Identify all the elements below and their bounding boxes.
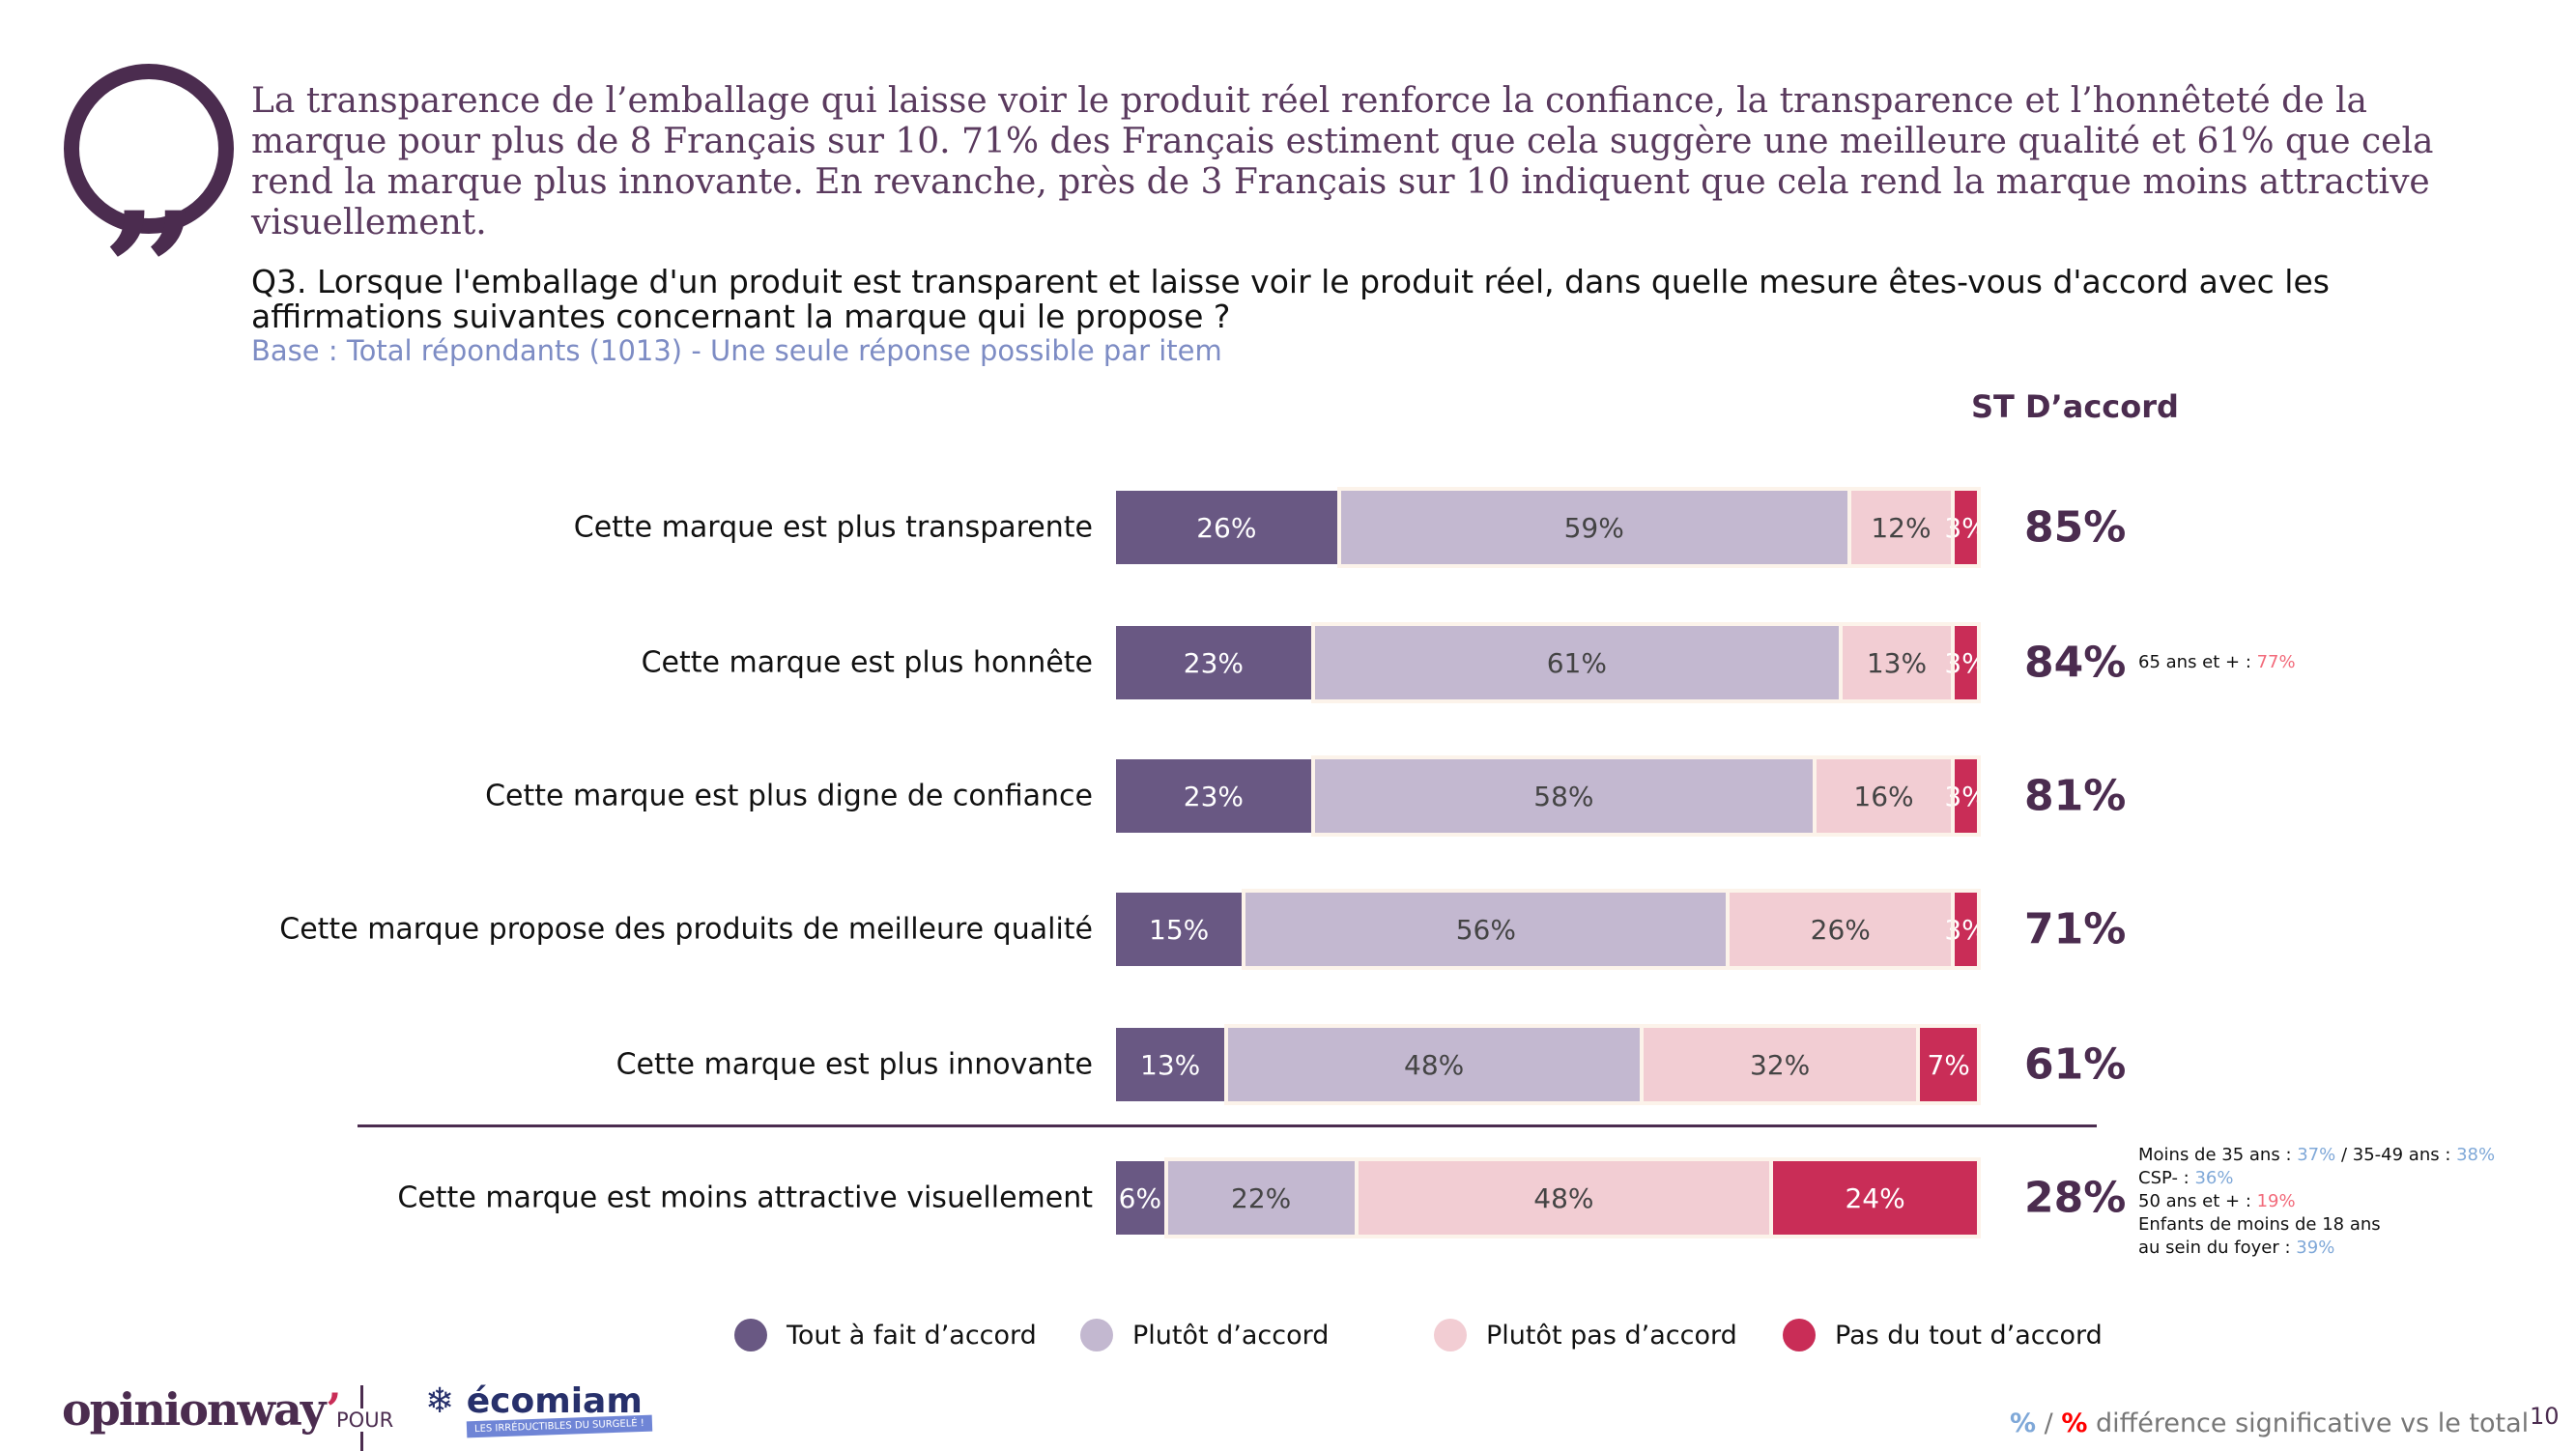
data-label: 12%: [1871, 511, 1932, 544]
data-label: 6%: [1118, 1181, 1162, 1214]
bar-segment-plutot-pas: 13%: [1838, 622, 1956, 703]
legend-item: Pas du tout d’accord: [1783, 1319, 2103, 1351]
bar-segment-plutot: 61%: [1310, 622, 1843, 703]
data-label: 15%: [1149, 913, 1210, 946]
bar-segment-plutot: 58%: [1310, 755, 1817, 837]
data-label: 13%: [1866, 646, 1928, 679]
row-label: Cette marque est plus transparente: [573, 510, 1093, 545]
bar-segment-plutot: 48%: [1224, 1024, 1644, 1105]
data-label: 61%: [1546, 646, 1607, 679]
data-label: 3%: [1944, 780, 1988, 812]
bar-segment-pas-du-tout: 3%: [1944, 755, 1988, 837]
ecomiam-logo: ❄ écomiam: [425, 1381, 643, 1421]
note-line: Moins de 35 ans : 37% / 35-49 ans : 38%: [2138, 1145, 2496, 1165]
data-label: 23%: [1183, 780, 1245, 812]
legend-dot: [734, 1319, 767, 1351]
legend-label: Tout à fait d’accord: [787, 1320, 1037, 1351]
bar-segment-tout-a-fait: 26%: [1116, 491, 1337, 564]
row-label: Cette marque est plus innovante: [615, 1047, 1093, 1082]
legend-label: Pas du tout d’accord: [1835, 1320, 2103, 1351]
row-label: Cette marque propose des produits de mei…: [279, 912, 1093, 947]
bar-segment-plutot-pas: 32%: [1639, 1024, 1921, 1105]
data-label: 48%: [1404, 1048, 1465, 1081]
data-label: 26%: [1196, 511, 1257, 544]
key-finding-text: La transparence de l’emballage qui laiss…: [251, 81, 2434, 242]
st-accord-value: 71%: [2024, 904, 2127, 954]
data-label: 59%: [1563, 511, 1624, 544]
row-label: Cette marque est plus honnête: [641, 645, 1093, 680]
bar-segment-plutot: 56%: [1242, 889, 1731, 970]
bar-segment-plutot-pas: 48%: [1354, 1157, 1774, 1238]
bar-segment-tout-a-fait: 15%: [1116, 893, 1243, 966]
bar-segment-pas-du-tout: 3%: [1944, 487, 1988, 568]
note-line: au sein du foyer : 39%: [2138, 1238, 2335, 1258]
legend-item: Plutôt pas d’accord: [1434, 1319, 1737, 1351]
bar-segment-pas-du-tout: 7%: [1916, 1024, 1981, 1105]
base-text: Base : Total répondants (1013) - Une seu…: [251, 334, 1222, 367]
separator-line: [358, 1124, 2097, 1127]
question-text: Q3. Lorsque l'emballage d'un produit est…: [251, 263, 2330, 335]
note-line: 50 ans et + : 19%: [2138, 1191, 2296, 1211]
bar-segment-tout-a-fait: 23%: [1116, 626, 1311, 699]
bar-segment-tout-a-fait: 23%: [1116, 759, 1311, 833]
data-label: 16%: [1853, 780, 1914, 812]
data-label: 48%: [1533, 1181, 1594, 1214]
data-label: 3%: [1944, 511, 1988, 544]
st-accord-value: 81%: [2024, 771, 2127, 821]
data-label: 3%: [1944, 646, 1988, 679]
data-label: 23%: [1183, 646, 1245, 679]
data-label: 7%: [1927, 1048, 1970, 1081]
data-label: 58%: [1533, 780, 1594, 812]
data-label: 22%: [1231, 1181, 1292, 1214]
data-label: 56%: [1455, 913, 1516, 946]
page-number: 10: [2530, 1403, 2560, 1430]
data-label: 24%: [1845, 1181, 1905, 1214]
note-line: 65 ans et + : 77%: [2138, 652, 2296, 672]
bar-segment-plutot-pas: 12%: [1846, 487, 1956, 568]
st-accord-header: ST D’accord: [1971, 388, 2179, 425]
legend-label: Plutôt d’accord: [1132, 1320, 1330, 1351]
legend-label: Plutôt pas d’accord: [1486, 1320, 1737, 1351]
data-label: 3%: [1944, 913, 1988, 946]
legend-dot: [1434, 1319, 1467, 1351]
bar-segment-tout-a-fait: 13%: [1116, 1028, 1225, 1101]
legend-dot: [1080, 1319, 1113, 1351]
data-label: 32%: [1750, 1048, 1811, 1081]
legend-item: Plutôt d’accord: [1080, 1319, 1329, 1351]
legend-dot: [1783, 1319, 1816, 1351]
row-label: Cette marque est moins attractive visuel…: [397, 1181, 1093, 1215]
opinionway-logo: opinionway’: [62, 1383, 341, 1436]
st-accord-value: 28%: [2024, 1173, 2127, 1223]
st-accord-value: 85%: [2024, 502, 2127, 553]
legend-item: Tout à fait d’accord: [734, 1319, 1037, 1351]
note-line: CSP- : 36%: [2138, 1168, 2234, 1188]
pour-label: POUR: [334, 1408, 396, 1432]
bar-segment-pas-du-tout: 3%: [1944, 622, 1988, 703]
bar-segment-plutot-pas: 26%: [1726, 889, 1956, 970]
bar-segment-tout-a-fait: 6%: [1116, 1161, 1164, 1235]
bar-segment-plutot-pas: 16%: [1812, 755, 1956, 837]
bar-segment-pas-du-tout: 24%: [1769, 1157, 1981, 1238]
bar-segment-plutot: 59%: [1336, 487, 1851, 568]
significance-legend: % / % différence significative vs le tot…: [2010, 1408, 2530, 1438]
row-label: Cette marque est plus digne de confiance: [485, 779, 1093, 813]
data-label: 13%: [1140, 1048, 1201, 1081]
st-accord-value: 61%: [2024, 1039, 2127, 1090]
bar-segment-pas-du-tout: 3%: [1944, 889, 1988, 970]
st-accord-value: 84%: [2024, 638, 2127, 688]
note-line: Enfants de moins de 18 ans: [2138, 1214, 2381, 1235]
data-label: 26%: [1810, 913, 1871, 946]
quote-icon: ,,: [64, 64, 234, 255]
bar-segment-plutot: 22%: [1163, 1157, 1359, 1238]
